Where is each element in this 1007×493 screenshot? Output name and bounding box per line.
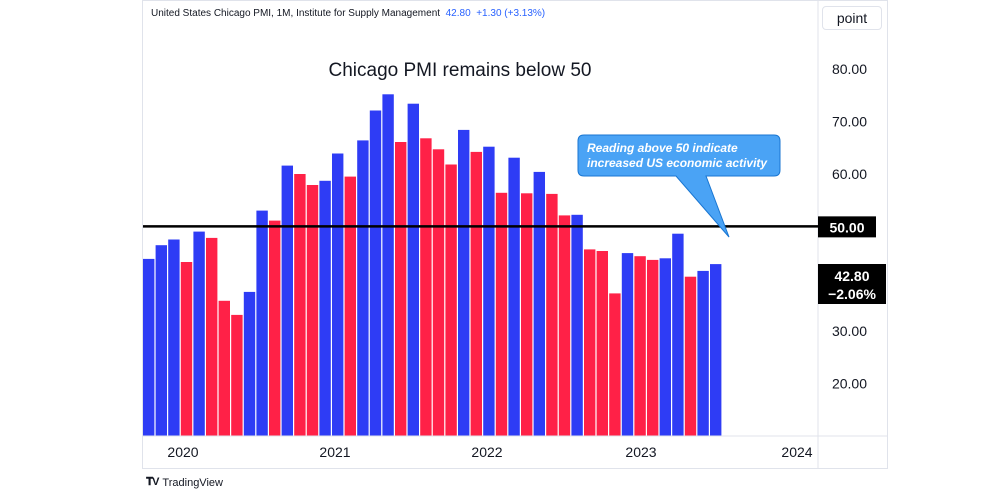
bar [143,258,155,436]
annotation-line-1: Reading above 50 indicate [587,141,738,155]
bar [596,251,608,436]
bar [432,149,445,436]
y-tick-label: 70.00 [832,114,867,130]
bar [344,176,356,436]
bar [571,214,583,436]
legend-last-value: 42.80 [445,8,471,19]
bar [168,239,180,436]
bar [659,258,671,436]
bar [672,233,684,436]
y-tick-label: 60.00 [832,166,867,182]
tradingview-logo-icon: 𝐓V [146,476,159,488]
price-unit-button[interactable]: point [822,6,882,30]
last-value-box [818,264,886,304]
bar [319,180,331,436]
bar [357,140,369,436]
bar [269,220,281,436]
series-legend: United States Chicago PMI, 1M, Institute… [151,8,545,19]
bar [395,142,407,436]
bar [155,245,167,436]
bar [495,192,508,436]
bar [533,171,545,436]
x-tick-label: 2024 [781,444,812,460]
annotation-line-2: increased US economic activity [587,156,768,170]
bar [193,231,205,436]
bar [483,146,495,436]
bar [647,259,659,436]
bar [558,215,571,436]
y-tick-label: 20.00 [832,376,867,392]
bar [256,210,268,436]
legend-title: United States Chicago PMI, 1M, Institute… [151,8,441,19]
last-value-label: 42.80 [834,268,869,284]
x-tick-label: 2020 [167,444,198,460]
branding-label: TradingView [162,476,223,489]
annotation-callout [577,134,781,238]
bar [684,276,697,436]
x-tick-label: 2021 [319,444,350,460]
bar [521,193,533,436]
chart-title: Chicago PMI remains below 50 [329,60,592,81]
legend-change: +1.30 (+3.13%) [476,8,546,19]
last-change-label: −2.06% [828,286,876,302]
reference-label: 50.00 [829,219,864,235]
bar [697,270,709,436]
bar [369,110,382,436]
bar [306,185,319,436]
bar [231,314,243,436]
bar [584,249,596,436]
bar [407,103,419,436]
bars-group [143,94,722,436]
bar [420,138,432,436]
bar [218,300,230,436]
x-tick-label: 2023 [625,444,656,460]
x-tick-label: 2022 [471,444,502,460]
bar [710,264,722,436]
bar [609,293,621,436]
bar [243,291,256,436]
bar [281,165,293,436]
y-tick-label: 30.00 [832,323,867,339]
tradingview-branding[interactable]: 𝐓V TradingView [146,476,223,489]
bar [458,129,470,436]
bar [621,253,634,436]
bar [206,237,218,436]
bar [445,164,457,436]
reference-label-box [818,216,876,238]
bar [332,153,344,436]
bar [546,193,558,436]
bar [634,256,646,436]
bar [382,94,394,436]
y-tick-label: 80.00 [832,61,867,77]
bar [470,151,482,436]
bar [180,262,193,436]
bar [508,157,520,436]
bar [294,174,306,436]
